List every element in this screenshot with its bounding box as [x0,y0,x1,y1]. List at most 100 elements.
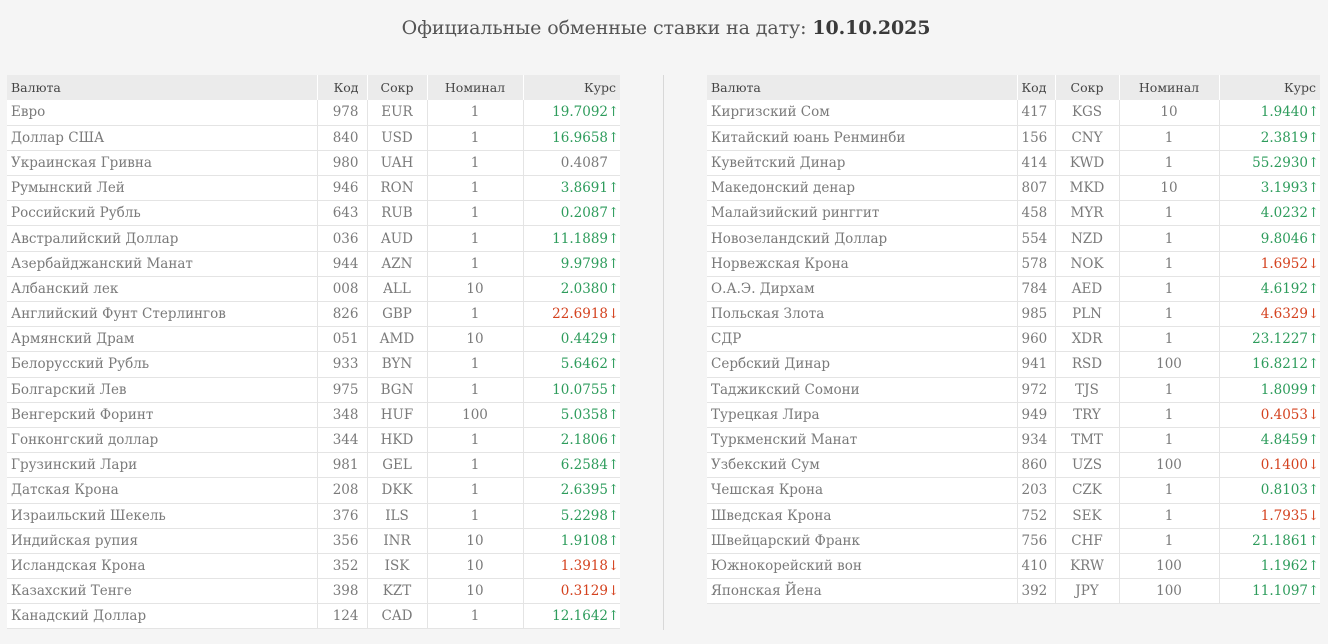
currency-rate-cell: 0.4429↑ [523,327,620,352]
arrow-up-icon: ↑ [1308,180,1320,197]
arrow-down-icon: ↓ [1308,255,1320,272]
table-row: Исландская Крона 352 ISK 10 1.3918↓ [7,553,620,579]
header-code: Код [1017,75,1056,100]
currency-abbr: RSD [1055,351,1120,378]
currency-rate-cell: 4.8459↑ [1219,427,1320,452]
currency-code: 981 [317,452,368,478]
currency-abbr: TJS [1055,377,1120,403]
currency-code: 414 [1017,150,1056,176]
header-code: Код [317,75,368,100]
currency-nominal: 1 [1119,528,1220,554]
header-abbr: Сокр [1055,75,1120,100]
currency-name: СДР [707,326,1018,352]
rates-table-left: Валюта Код Сокр Номинал Курс Евро 978 EUR 1… [7,75,620,629]
currency-abbr: KZT [367,578,428,604]
currency-abbr: TMT [1055,427,1120,453]
arrow-up-icon: ↑ [1308,280,1320,297]
arrow-up-icon: ↑ [608,457,620,474]
currency-rate-cell: 16.8212↑ [1219,352,1320,377]
currency-abbr: MYR [1055,200,1120,226]
currency-rate-cell: 0.3129↓ [523,579,620,604]
currency-name: Туркменский Манат [707,427,1018,453]
table-row: Казахский Тенге 398 KZT 10 0.3129↓ [7,578,620,604]
currency-rate-cell: 5.6462↑ [523,352,620,377]
currency-rate: 19.7092 [552,104,608,121]
currency-abbr: EUR [367,100,428,126]
currency-nominal: 1 [427,125,524,151]
currency-rate: 2.3819 [1260,129,1308,146]
arrow-up-icon: ↑ [1308,482,1320,499]
currency-code: 978 [317,100,368,126]
table-row: Канадский Доллар 124 CAD 1 12.1642↑ [7,603,620,629]
currency-code: 960 [1017,326,1056,352]
currency-nominal: 1 [427,477,524,503]
currency-rate-cell: 5.2298↑ [523,503,620,528]
currency-abbr: AMD [367,326,428,352]
currency-code: 975 [317,377,368,403]
table-row: Австралийский Доллар 036 AUD 1 11.1889↑ [7,225,620,252]
currency-code: 985 [1017,301,1056,327]
currency-code: 980 [317,150,368,176]
currency-rate-cell: 4.6329↓ [1219,302,1320,327]
currency-rate: 1.6952 [1260,255,1308,272]
currency-abbr: NZD [1055,225,1120,252]
table-row: Польская Злота 985 PLN 1 4.6329↓ [707,301,1320,327]
table-row: Туркменский Манат 934 TMT 1 4.8459↑ [707,427,1320,453]
currency-abbr: ILS [367,503,428,529]
arrow-up-icon: ↑ [1308,205,1320,222]
currency-code: 752 [1017,503,1056,529]
header-currency: Валюта [707,75,1018,100]
currency-name: Армянский Драм [7,326,318,352]
currency-abbr: INR [367,528,428,554]
currency-name: Турецкая Лира [707,402,1018,428]
table-row: Румынский Лей 946 RON 1 3.8691↑ [7,175,620,201]
currency-rate: 4.6329 [1260,306,1308,323]
table-row: Южнокорейский вон 410 KRW 100 1.1962↑ [707,553,1320,579]
arrow-up-icon: ↑ [608,205,620,222]
currency-abbr: PLN [1055,301,1120,327]
currency-rate: 1.7935 [1260,507,1308,524]
currency-name: Исландская Крона [7,553,318,579]
currency-nominal: 1 [427,175,524,201]
arrow-down-icon: ↓ [608,557,620,574]
arrow-up-icon: ↑ [608,230,620,247]
currency-code: 417 [1017,100,1056,126]
currency-nominal: 1 [427,427,524,453]
arrow-up-icon: ↑ [608,432,620,449]
currency-abbr: ALL [367,276,428,302]
currency-rate-cell: 21.1861↑ [1219,528,1320,553]
arrow-up-icon: ↑ [1308,129,1320,146]
arrow-up-icon: ↑ [1308,154,1320,171]
currency-abbr: MKD [1055,175,1120,201]
currency-rate: 9.8046 [1260,230,1308,247]
table-row: Евро 978 EUR 1 19.7092↑ [7,100,620,126]
currency-rate-cell: 9.8046↑ [1219,226,1320,251]
arrow-up-icon: ↑ [1308,532,1320,549]
arrow-up-icon: ↑ [1308,583,1320,600]
currency-nominal: 1 [1119,200,1220,226]
currency-code: 784 [1017,276,1056,302]
currency-code: 807 [1017,175,1056,201]
rates-table-right: Валюта Код Сокр Номинал Курс Киргизский … [707,75,1320,604]
currency-nominal: 1 [427,503,524,529]
currency-rate: 11.1889 [552,230,608,247]
currency-name: Чешская Крона [707,477,1018,503]
arrow-up-icon: ↑ [1308,104,1320,121]
currency-code: 826 [317,301,368,327]
table-row: Азербайджанский Манат 944 AZN 1 9.9798↑ [7,251,620,277]
currency-rate: 0.8103 [1260,482,1308,499]
table-row: Таджикский Сомони 972 TJS 1 1.8099↑ [707,377,1320,403]
currency-abbr: HKD [367,427,428,453]
currency-nominal: 1 [1119,326,1220,352]
currency-rate: 16.9658 [552,129,608,146]
table-row: Турецкая Лира 949 TRY 1 0.4053↓ [707,402,1320,428]
currency-rate: 6.2584 [560,457,608,474]
currency-abbr: NOK [1055,251,1120,277]
currency-name: Кувейтский Динар [707,150,1018,176]
header-currency: Валюта [7,75,318,100]
currency-rate-cell: 9.9798↑ [523,251,620,276]
page-title-text: Официальные обменные ставки на дату: [401,17,807,39]
currency-name: Шведская Крона [707,503,1018,529]
currency-name: Украинская Гривна [7,150,318,176]
currency-code: 392 [1017,578,1056,604]
